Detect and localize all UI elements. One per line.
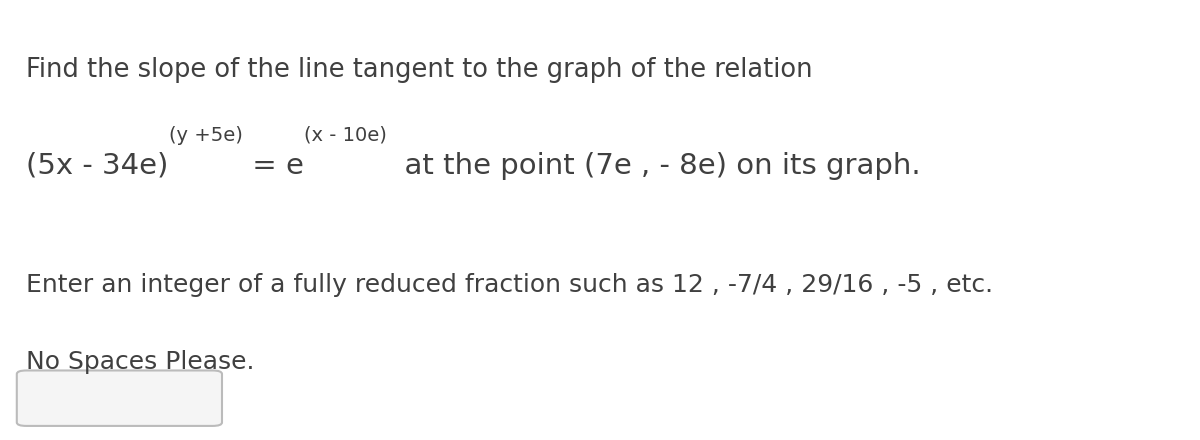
Text: Find the slope of the line tangent to the graph of the relation: Find the slope of the line tangent to th… (26, 57, 814, 83)
Text: No Spaces Please.: No Spaces Please. (26, 350, 254, 374)
Text: = e: = e (242, 152, 304, 180)
Text: (x - 10e): (x - 10e) (304, 126, 386, 145)
Text: (y +5e): (y +5e) (169, 126, 242, 145)
Text: at the point (7e , - 8e) on its graph.: at the point (7e , - 8e) on its graph. (386, 152, 922, 180)
Text: (5x - 34e): (5x - 34e) (26, 152, 169, 180)
Text: Enter an integer of a fully reduced fraction such as 12 , -7/4 , 29/16 , -5 , et: Enter an integer of a fully reduced frac… (26, 273, 994, 297)
